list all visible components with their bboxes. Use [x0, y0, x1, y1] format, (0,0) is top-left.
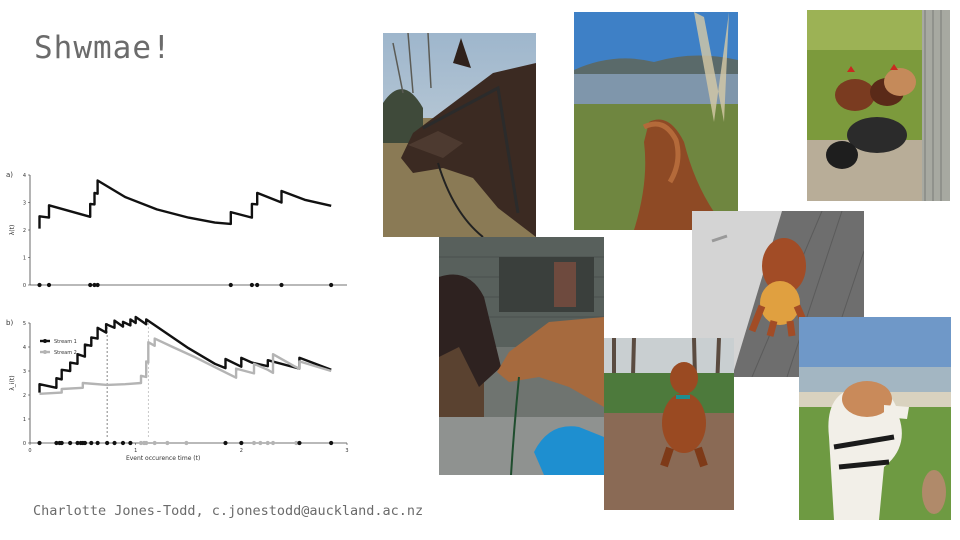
- event-point: [255, 282, 260, 288]
- photo-dog-beach: [799, 317, 951, 520]
- event-point: [88, 282, 93, 288]
- photo-horse-portrait: [383, 33, 536, 237]
- legend-marker: [43, 350, 47, 354]
- photo-chickens: [807, 10, 950, 201]
- hawkes-process-figure: a) 0 1 2 3 4 λ(t) b) 0 1 2 3 4 5 λ_i(t) 0 1 2 3 Event occur…: [6, 171, 349, 462]
- event-point: [329, 440, 334, 446]
- event-point: [251, 440, 257, 446]
- y-tick-label: 0: [23, 441, 26, 447]
- event-point: [144, 440, 149, 446]
- y-tick-label: 0: [23, 283, 26, 289]
- legend-marker: [43, 339, 47, 343]
- event-point: [82, 440, 88, 446]
- event-point: [112, 440, 117, 446]
- event-point: [128, 440, 133, 446]
- y-axis-label: λ_i(t): [9, 375, 16, 390]
- x-axis-label: Event occurence time (t): [126, 455, 200, 462]
- event-point: [184, 440, 189, 446]
- event-point: [329, 282, 334, 288]
- legend-label: Stream 1: [54, 339, 77, 345]
- event-point: [105, 440, 110, 446]
- y-tick-label: 1: [23, 417, 26, 423]
- event-point: [37, 282, 42, 288]
- event-point: [258, 440, 263, 446]
- event-point: [165, 440, 170, 446]
- event-point: [37, 440, 42, 446]
- panel-label: b): [6, 319, 13, 327]
- event-point: [294, 440, 299, 446]
- x-tick-label: 3: [345, 448, 348, 454]
- event-point: [297, 440, 302, 446]
- panel-label: a): [6, 171, 13, 179]
- x-tick-label: 2: [240, 448, 243, 454]
- x-tick-label: 1: [134, 448, 137, 454]
- series-line-stream-1: [38, 315, 332, 393]
- event-point: [228, 282, 233, 288]
- photo-lake-view: [574, 12, 738, 230]
- slide-title: Shwmae!: [34, 30, 172, 66]
- y-tick-label: 3: [23, 369, 26, 375]
- event-point: [54, 440, 59, 446]
- x-tick-label: 0: [28, 448, 31, 454]
- event-point: [92, 282, 97, 288]
- event-point: [68, 440, 73, 446]
- author-credit: Charlotte Jones-Todd, c.jonestodd@auckla…: [33, 503, 424, 519]
- event-point: [89, 440, 94, 446]
- event-point: [270, 440, 276, 446]
- event-point: [46, 282, 52, 288]
- event-point: [239, 440, 244, 446]
- event-point: [223, 440, 228, 446]
- series-line-stream-2: [39, 337, 332, 395]
- event-point: [152, 440, 157, 446]
- y-axis-label: λ(t): [9, 225, 16, 236]
- event-point: [95, 440, 100, 446]
- y-tick-label: 3: [23, 201, 26, 207]
- event-point: [59, 440, 64, 446]
- event-point: [249, 282, 254, 288]
- y-tick-label: 2: [23, 393, 26, 399]
- y-tick-label: 1: [23, 256, 26, 262]
- y-tick-label: 5: [23, 321, 26, 327]
- event-point: [95, 282, 100, 288]
- legend-label: Stream 2: [54, 350, 77, 356]
- event-point: [120, 440, 126, 446]
- photo-horses-stable: [439, 237, 604, 475]
- photo-dog-forest: [604, 338, 734, 510]
- event-point: [75, 440, 80, 446]
- event-point: [279, 282, 284, 288]
- y-tick-label: 4: [23, 345, 26, 351]
- event-point: [138, 440, 144, 446]
- y-tick-label: 2: [23, 228, 26, 234]
- event-point: [265, 440, 270, 446]
- series-line-1: [38, 179, 332, 229]
- y-tick-label: 4: [23, 173, 26, 179]
